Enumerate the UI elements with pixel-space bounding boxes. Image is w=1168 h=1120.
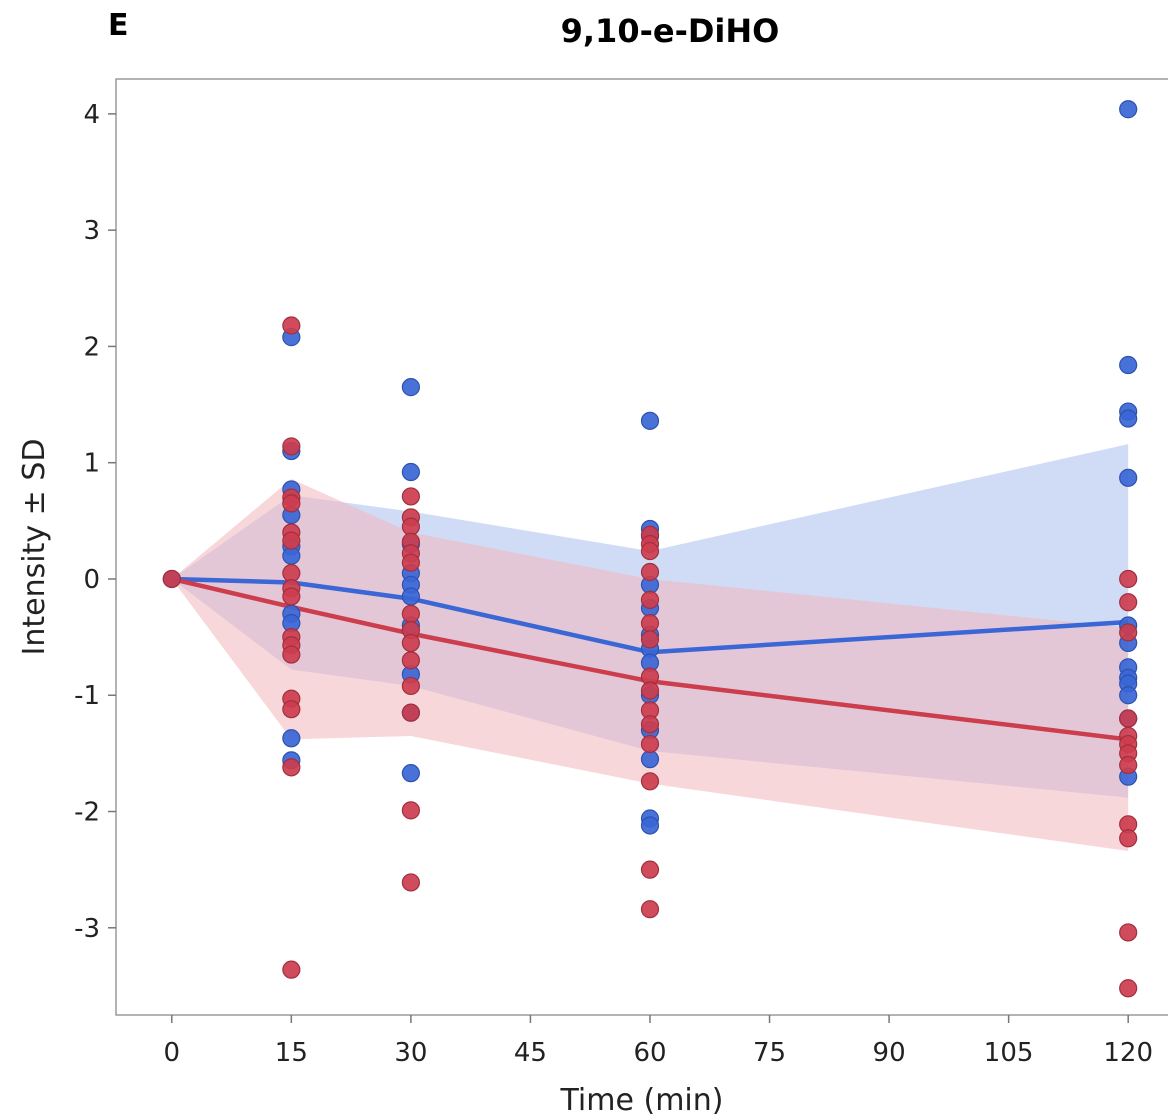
data-point <box>162 569 181 589</box>
data-point <box>640 562 660 582</box>
x-tick-label: 120 <box>1103 1038 1153 1068</box>
x-tick-label: 0 <box>164 1038 181 1068</box>
data-point <box>401 703 420 722</box>
data-point <box>282 960 301 979</box>
data-point <box>1119 686 1138 705</box>
data-point <box>282 758 301 777</box>
data-point <box>401 553 420 572</box>
x-tick-label: 60 <box>633 1038 666 1068</box>
data-point <box>401 378 420 397</box>
data-point <box>401 604 420 623</box>
data-point <box>401 764 420 783</box>
y-tick-label: 4 <box>83 100 100 130</box>
y-tick-label: -3 <box>74 914 100 944</box>
data-point <box>282 700 301 719</box>
data-points <box>162 100 1138 998</box>
data-point <box>1119 979 1138 998</box>
data-point <box>401 487 420 506</box>
data-point <box>282 645 301 664</box>
data-point <box>282 587 301 606</box>
x-tick-label: 30 <box>394 1038 427 1068</box>
data-point <box>1119 593 1138 612</box>
data-point <box>640 715 660 734</box>
y-tick-label: -1 <box>74 681 100 711</box>
data-point <box>640 860 660 879</box>
data-point <box>640 750 660 769</box>
chart-title: 9,10-e-DiHO <box>560 12 780 50</box>
data-point <box>1119 829 1138 848</box>
x-axis-label: Time (min) <box>560 1083 724 1118</box>
data-point <box>1119 623 1138 642</box>
x-axis: 0 15 30 45 60 75 90 105 120 <box>164 1015 1153 1068</box>
y-tick-label: 0 <box>83 565 100 595</box>
data-point <box>401 651 420 670</box>
data-point <box>640 681 660 700</box>
data-point <box>1119 755 1138 775</box>
x-tick-label: 45 <box>514 1038 547 1068</box>
data-point <box>282 729 301 748</box>
y-tick-label: 2 <box>83 332 100 362</box>
data-point <box>282 531 301 550</box>
data-point <box>401 587 420 606</box>
data-point <box>1119 923 1138 942</box>
data-point <box>640 630 660 649</box>
data-point <box>1119 468 1138 487</box>
data-point <box>401 676 420 696</box>
data-point <box>282 316 301 335</box>
data-point <box>640 816 660 835</box>
x-tick-label: 105 <box>984 1038 1034 1068</box>
data-point <box>401 801 420 820</box>
data-point <box>640 772 660 791</box>
data-point <box>401 462 420 482</box>
y-axis-label: Intensity ± SD <box>17 439 52 656</box>
y-tick-label: -2 <box>74 798 100 828</box>
data-point <box>1119 355 1138 375</box>
y-axis: -3 -2 -1 0 1 2 3 4 <box>74 100 116 944</box>
data-point <box>1119 100 1138 119</box>
y-tick-label: 3 <box>83 216 100 246</box>
data-point <box>282 546 301 565</box>
x-tick-label: 15 <box>275 1038 308 1068</box>
data-point <box>640 541 660 561</box>
data-point <box>640 734 660 754</box>
data-point <box>640 614 660 633</box>
y-tick-label: 1 <box>83 449 100 479</box>
x-tick-label: 90 <box>873 1038 906 1068</box>
data-point <box>640 590 660 610</box>
data-point <box>401 633 420 653</box>
data-point <box>282 564 301 583</box>
panel-letter: E <box>108 8 129 43</box>
plot-frame <box>115 78 1168 1016</box>
data-point <box>401 517 420 536</box>
data-point <box>1119 709 1138 728</box>
data-point <box>282 437 301 456</box>
data-point <box>282 494 301 513</box>
data-point <box>640 900 660 919</box>
data-point <box>401 873 420 892</box>
data-point <box>1119 409 1138 428</box>
data-point <box>640 411 660 430</box>
x-tick-label: 75 <box>753 1038 786 1068</box>
data-point <box>1119 569 1138 589</box>
